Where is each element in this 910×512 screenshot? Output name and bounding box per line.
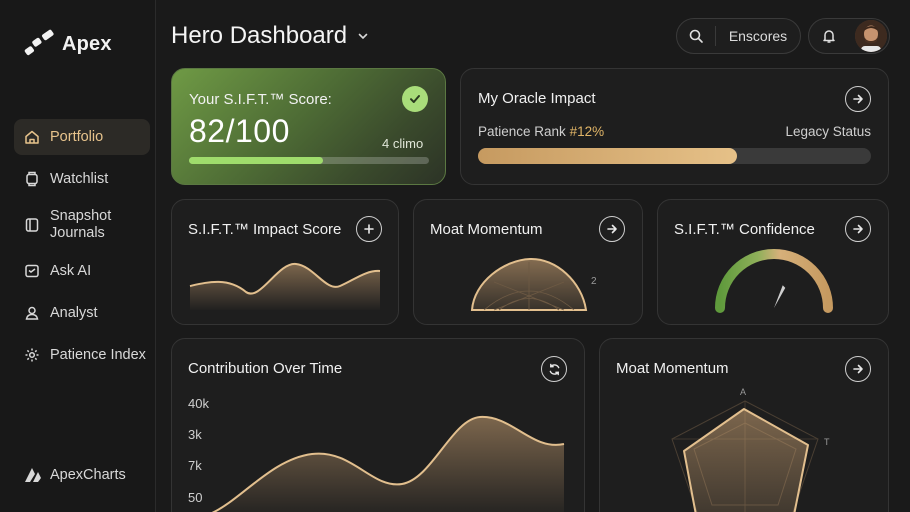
sidebar-item-snapshot-journals[interactable]: Snapshot Journals bbox=[14, 203, 150, 247]
y-tick-label: 7k bbox=[188, 458, 202, 473]
sidebar-item-patience-index[interactable]: Patience Index bbox=[14, 337, 150, 373]
oracle-progress-bar bbox=[478, 148, 871, 164]
y-tick-label: 3k bbox=[188, 427, 202, 442]
legacy-status-label: Legacy Status bbox=[785, 124, 871, 139]
confidence-title: S.I.F.T.™ Confidence bbox=[674, 221, 815, 238]
arrow-right-icon bbox=[853, 364, 863, 374]
sidebar-item-watchlist[interactable]: Watchlist bbox=[14, 161, 150, 197]
radar-axis-label: T bbox=[824, 437, 830, 447]
page-title: Hero Dashboard bbox=[171, 22, 348, 49]
search-icon bbox=[689, 29, 703, 43]
score-sub-label: 4 climo bbox=[382, 136, 424, 151]
sidebar-item-label: Snapshot Journals bbox=[50, 208, 112, 241]
arrow-right-icon bbox=[853, 94, 863, 104]
moat-mini-tick: 2 bbox=[591, 276, 597, 287]
refresh-icon bbox=[549, 363, 559, 375]
moat-big-open-button[interactable] bbox=[845, 356, 871, 382]
patience-rank: Patience Rank #12% bbox=[478, 124, 604, 139]
moat-momentum-radar-card[interactable]: Moat Momentum A T bbox=[599, 338, 889, 512]
confidence-open-button[interactable] bbox=[845, 216, 871, 242]
refresh-button[interactable] bbox=[541, 356, 567, 382]
sidebar-nav: Portfolio Watchlist Snapshot Journals As… bbox=[14, 119, 150, 379]
footer-label: ApexCharts bbox=[50, 467, 126, 483]
add-button[interactable] bbox=[356, 216, 382, 242]
impact-score-title: S.I.F.T.™ Impact Score bbox=[188, 221, 342, 238]
bell-icon[interactable] bbox=[821, 28, 837, 44]
sidebar-footer[interactable]: ApexCharts bbox=[24, 466, 126, 484]
moat-open-button[interactable] bbox=[599, 216, 625, 242]
moat-momentum-mini-card[interactable]: Moat Momentum 2 bbox=[413, 199, 643, 325]
sift-score-card[interactable]: Your S.I.F.T.™ Score: 82/100 4 climo bbox=[171, 68, 446, 185]
plus-icon bbox=[364, 224, 374, 234]
app-name: Apex bbox=[62, 32, 112, 55]
avatar[interactable] bbox=[855, 20, 887, 52]
confidence-gauge bbox=[715, 249, 833, 313]
y-tick-label: 40k bbox=[188, 396, 209, 411]
patience-rank-value: #12% bbox=[569, 124, 605, 139]
apexcharts-logo-icon bbox=[25, 468, 41, 482]
sidebar-item-label: Portfolio bbox=[50, 129, 104, 145]
sidebar-item-label: Analyst bbox=[50, 305, 98, 321]
score-label: Your S.I.F.T.™ Score: bbox=[189, 91, 332, 108]
impact-score-card[interactable]: S.I.F.T.™ Impact Score bbox=[171, 199, 399, 325]
check-icon bbox=[402, 86, 428, 112]
contribution-area-chart bbox=[212, 415, 565, 512]
moat-big-title: Moat Momentum bbox=[616, 360, 729, 377]
contribution-title: Contribution Over Time bbox=[188, 360, 343, 377]
chevron-down-icon bbox=[358, 33, 368, 40]
page-title-selector[interactable]: Hero Dashboard bbox=[171, 22, 369, 50]
impact-sparkline bbox=[189, 262, 381, 310]
sidebar-item-analyst[interactable]: Analyst bbox=[14, 295, 150, 331]
oracle-impact-card[interactable]: My Oracle Impact Patience Rank #12% Lega… bbox=[460, 68, 889, 185]
sift-confidence-card[interactable]: S.I.F.T.™ Confidence bbox=[657, 199, 889, 325]
sidebar-item-ask-ai[interactable]: Ask AI bbox=[14, 253, 150, 289]
user-icon bbox=[25, 306, 39, 320]
chat-icon bbox=[25, 264, 39, 278]
journal-icon bbox=[25, 218, 39, 232]
home-icon bbox=[25, 130, 39, 144]
sidebar-item-label: Watchlist bbox=[50, 171, 109, 187]
sidebar-item-label: Patience Index bbox=[50, 347, 146, 363]
score-progress-fill bbox=[189, 157, 324, 164]
arrow-right-icon bbox=[853, 224, 863, 234]
moat-momentum-title: Moat Momentum bbox=[430, 221, 543, 238]
oracle-title: My Oracle Impact bbox=[478, 90, 596, 107]
score-progress-bar bbox=[189, 157, 429, 164]
oracle-progress-fill bbox=[478, 148, 738, 164]
avatar-portrait-icon bbox=[855, 20, 887, 52]
gear-icon bbox=[25, 348, 39, 362]
oracle-open-button[interactable] bbox=[845, 86, 871, 112]
search-bar[interactable]: Enscores bbox=[676, 18, 801, 54]
sidebar-item-portfolio[interactable]: Portfolio bbox=[14, 119, 150, 155]
app-logo[interactable]: Apex bbox=[24, 28, 112, 60]
sidebar-item-label: Ask AI bbox=[50, 263, 92, 279]
y-tick-label: 50 bbox=[188, 490, 203, 505]
search-label: Enscores bbox=[728, 28, 788, 44]
moat-radar-chart bbox=[671, 400, 819, 512]
profile-area[interactable] bbox=[808, 18, 890, 54]
contribution-chart-card[interactable]: Contribution Over Time 40k 3k 7k 50 bbox=[171, 338, 585, 512]
sidebar: Apex Portfolio Watchlist Snapshot Journa… bbox=[0, 0, 156, 512]
moat-radar-mini bbox=[470, 257, 588, 311]
apex-logo-icon bbox=[24, 29, 54, 56]
score-value: 82/100 bbox=[189, 113, 290, 149]
patience-rank-label: Patience Rank bbox=[478, 124, 570, 139]
radar-axis-label: A bbox=[740, 387, 747, 397]
arrow-right-icon bbox=[607, 224, 617, 234]
watch-icon bbox=[26, 171, 38, 187]
search-divider bbox=[715, 26, 716, 46]
